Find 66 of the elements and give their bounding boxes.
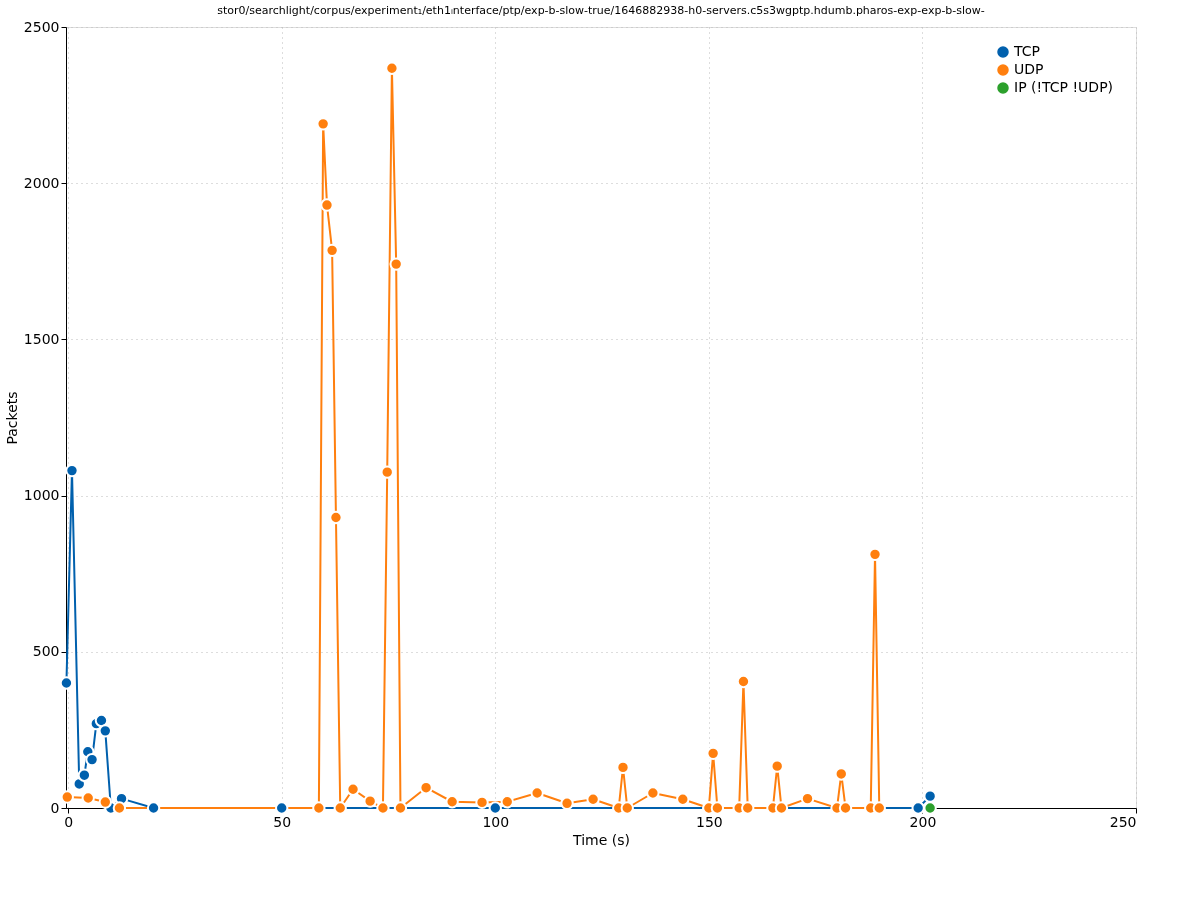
x-tick-label: 250 xyxy=(1109,813,1137,830)
point xyxy=(923,801,937,815)
point xyxy=(98,795,112,809)
point xyxy=(770,759,784,773)
point xyxy=(320,198,334,212)
point xyxy=(500,795,514,809)
y-tick-label: 0 xyxy=(50,799,60,816)
point xyxy=(676,792,690,806)
point xyxy=(838,801,853,815)
point xyxy=(333,801,347,815)
point xyxy=(363,794,377,808)
point xyxy=(389,257,403,271)
point xyxy=(325,243,339,258)
point xyxy=(560,796,574,810)
x-tick-label: 0 xyxy=(64,813,74,830)
point xyxy=(81,791,95,805)
point xyxy=(94,713,109,728)
point xyxy=(646,786,660,800)
point xyxy=(710,801,725,815)
point xyxy=(146,801,161,815)
point xyxy=(385,61,399,75)
x-tick-label: 150 xyxy=(695,813,723,830)
legend-label: TCP xyxy=(1013,43,1040,59)
y-tick-label: 1500 xyxy=(23,330,60,347)
y-tick-label: 1000 xyxy=(23,487,60,504)
point xyxy=(475,795,489,810)
y-tick-label: 2000 xyxy=(23,174,60,191)
x-axis-title: Time (s) xyxy=(572,831,630,848)
y-tick-label: 500 xyxy=(32,643,60,660)
point xyxy=(616,760,630,775)
point xyxy=(774,801,789,815)
point xyxy=(275,801,289,815)
point xyxy=(380,465,394,479)
point xyxy=(868,547,882,562)
y-axis-title: Packets xyxy=(3,391,20,445)
point xyxy=(736,674,751,689)
point xyxy=(419,781,433,795)
point xyxy=(620,801,634,815)
legend-label: UDP xyxy=(1014,61,1044,77)
point xyxy=(834,767,848,781)
x-tick-label: 200 xyxy=(909,813,937,830)
point xyxy=(488,801,502,815)
point xyxy=(346,782,360,796)
chart-title: stor0/searchlight/corpus/experiment₁/eth1ᵢnterface/ptp/exp-b-slow-true/1646882938-h0-servers.c5s3wgptp.hdumb.pharos-exp-exp-b-slow- xyxy=(217,4,985,17)
y-tick-label: 2500 xyxy=(23,18,60,35)
point xyxy=(85,752,99,767)
point xyxy=(872,801,886,815)
point xyxy=(312,801,326,815)
point xyxy=(393,801,408,815)
point xyxy=(923,789,937,803)
point xyxy=(445,795,459,809)
point xyxy=(60,790,74,804)
point xyxy=(316,117,330,131)
x-tick-label: 50 xyxy=(273,813,292,830)
point xyxy=(112,801,127,815)
point xyxy=(530,786,544,800)
point xyxy=(98,724,112,738)
x-tick-label: 100 xyxy=(482,813,510,830)
point xyxy=(706,746,720,761)
point xyxy=(59,676,74,690)
point xyxy=(329,510,343,525)
legend-label: IP (!TCP !UDP) xyxy=(1014,79,1114,95)
point xyxy=(586,792,600,806)
point xyxy=(911,801,925,815)
point xyxy=(376,801,390,815)
point xyxy=(741,801,755,815)
